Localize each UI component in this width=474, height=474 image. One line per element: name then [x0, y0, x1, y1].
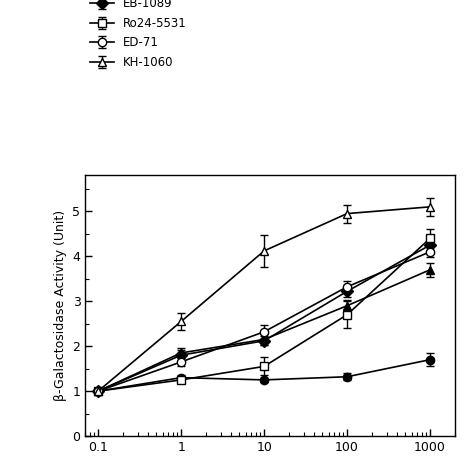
Legend: Ro24-2287, MC-903, EB-1089, Ro24-5531, ED-71, KH-1060: Ro24-2287, MC-903, EB-1089, Ro24-5531, E…	[85, 0, 192, 73]
Y-axis label: β-Galactosidase Activity (Unit): β-Galactosidase Activity (Unit)	[54, 210, 67, 401]
